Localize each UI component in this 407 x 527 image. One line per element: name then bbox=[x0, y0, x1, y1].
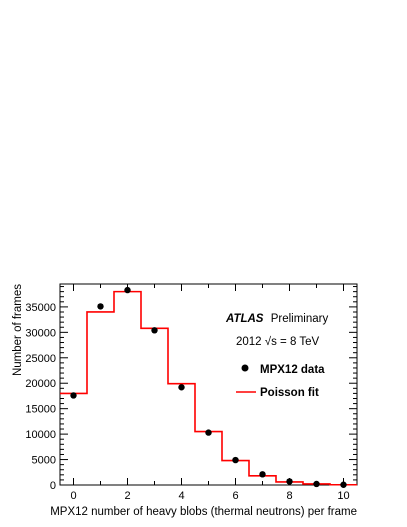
y-axis-title: Number of frames bbox=[12, 284, 24, 376]
x-tick-label: 4 bbox=[178, 490, 184, 502]
y-tick-label: 35000 bbox=[25, 302, 56, 314]
legend-data-label: MPX12 data bbox=[260, 364, 325, 376]
energy-label: 2012 √s = 8 TeV bbox=[236, 335, 319, 348]
x-tick-label: 10 bbox=[337, 490, 349, 502]
x-tick-labels: 0 2 4 6 8 10 bbox=[70, 490, 349, 502]
legend-fit-label: Poisson fit bbox=[260, 387, 319, 399]
data-point bbox=[340, 481, 347, 488]
y-tick-label: 5000 bbox=[32, 455, 56, 467]
preliminary-label: Preliminary bbox=[271, 313, 329, 325]
data-point bbox=[178, 384, 185, 391]
y-tick-label: 25000 bbox=[25, 353, 56, 365]
data-point bbox=[151, 327, 158, 334]
y-tick-label: 0 bbox=[50, 480, 56, 492]
data-point bbox=[286, 478, 293, 485]
x-tick-label: 6 bbox=[232, 490, 238, 502]
data-point bbox=[232, 456, 239, 464]
atlas-name: ATLAS bbox=[225, 313, 264, 325]
y-tick-labels: 0 5000 10000 15000 20000 25000 30000 35000 bbox=[25, 302, 56, 492]
x-axis-title: MPX12 number of heavy blobs (thermal neu… bbox=[50, 506, 357, 518]
y-tick-label: 20000 bbox=[25, 378, 56, 390]
x-tick-label: 8 bbox=[286, 490, 292, 502]
y-tick-label: 10000 bbox=[25, 429, 56, 441]
data-point bbox=[205, 429, 212, 436]
data-point bbox=[313, 480, 320, 488]
legend-data-marker bbox=[241, 364, 249, 372]
y-tick-label: 30000 bbox=[25, 327, 56, 339]
data-point bbox=[259, 471, 266, 478]
x-tick-label: 0 bbox=[70, 490, 76, 502]
data-point bbox=[97, 303, 104, 310]
x-tick-label: 2 bbox=[124, 490, 130, 502]
atlas-label: ATLAS Preliminary bbox=[225, 313, 328, 325]
data-point bbox=[70, 392, 77, 399]
data-points bbox=[70, 286, 347, 488]
y-tick-label: 15000 bbox=[25, 404, 56, 416]
data-point bbox=[124, 286, 131, 294]
